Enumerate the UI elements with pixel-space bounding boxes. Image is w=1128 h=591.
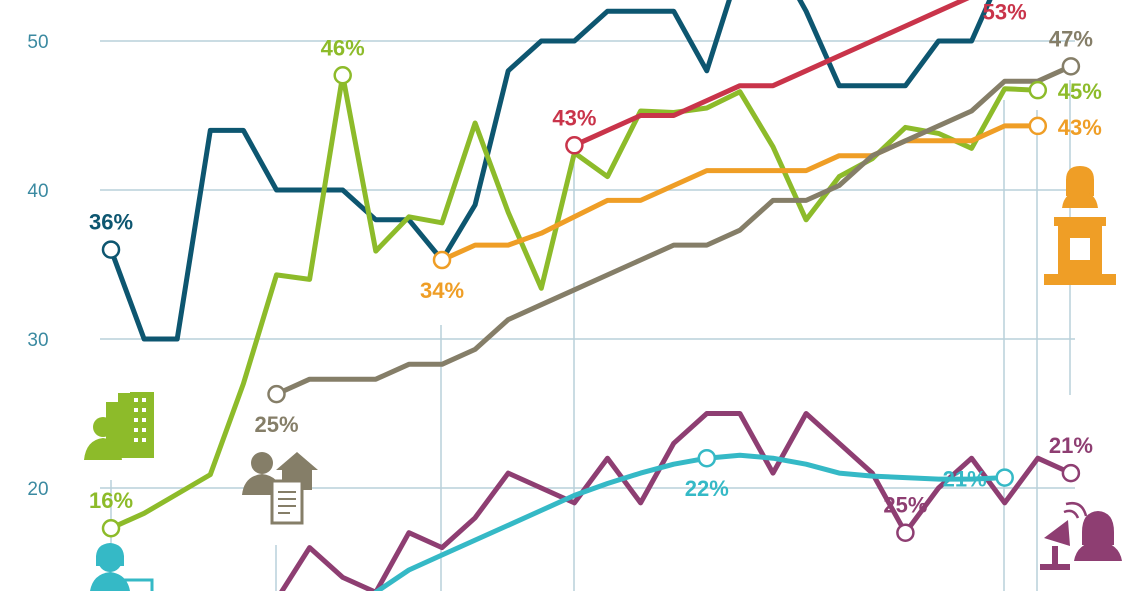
data-point-marker bbox=[101, 518, 121, 538]
y-tick-label-50: 50 bbox=[27, 32, 48, 53]
series-line-4 bbox=[274, 63, 1074, 397]
data-label: 43% bbox=[552, 105, 596, 130]
data-label: 25% bbox=[254, 412, 298, 437]
data-label: 43% bbox=[1058, 115, 1102, 140]
data-label: 53% bbox=[983, 0, 1027, 24]
businesswoman-building-icon bbox=[84, 392, 154, 460]
series-line-6 bbox=[373, 452, 1008, 591]
data-point-marker bbox=[1028, 116, 1048, 136]
y-axis-ticks: 20 30 40 50 bbox=[27, 32, 48, 500]
data-label: 46% bbox=[321, 35, 365, 60]
data-point-marker bbox=[432, 250, 452, 270]
reporter-satellite-icon bbox=[1040, 502, 1122, 570]
data-label: 45% bbox=[1058, 79, 1102, 104]
homeowner-document-icon bbox=[242, 452, 318, 525]
series-markers bbox=[101, 57, 1081, 542]
data-point-marker bbox=[333, 66, 352, 85]
y-tick-label-30: 30 bbox=[27, 330, 48, 351]
data-label: 36% bbox=[89, 210, 133, 235]
series-line-2 bbox=[439, 123, 1041, 263]
teacher-icon bbox=[90, 543, 154, 591]
speaker-podium-icon bbox=[1044, 166, 1116, 285]
data-point-marker bbox=[267, 384, 286, 404]
data-point-marker bbox=[896, 523, 915, 542]
data-point-marker bbox=[1061, 463, 1081, 483]
data-label: 21% bbox=[943, 467, 987, 492]
data-label: 21% bbox=[1049, 433, 1093, 458]
series-line-3 bbox=[571, 0, 970, 148]
data-label: 25% bbox=[883, 493, 927, 518]
data-point-marker bbox=[565, 136, 584, 155]
y-tick-label-20: 20 bbox=[27, 479, 48, 500]
data-point-marker bbox=[1061, 57, 1081, 76]
data-label: 22% bbox=[685, 476, 729, 501]
data-point-marker bbox=[995, 468, 1014, 487]
data-point-marker bbox=[1028, 80, 1048, 100]
data-labels: 36% 16% 46% 45% 34% 43% 43% 53% 25% 47% 25% 21% 22% 2… bbox=[89, 0, 1102, 518]
data-point-marker bbox=[101, 240, 121, 259]
series-line-5 bbox=[279, 411, 1074, 591]
data-label: 16% bbox=[89, 488, 133, 513]
series-line-0 bbox=[108, 0, 993, 342]
data-label: 47% bbox=[1049, 26, 1093, 51]
data-point-marker bbox=[697, 448, 717, 468]
y-tick-label-40: 40 bbox=[27, 181, 48, 202]
data-label: 34% bbox=[420, 278, 464, 303]
